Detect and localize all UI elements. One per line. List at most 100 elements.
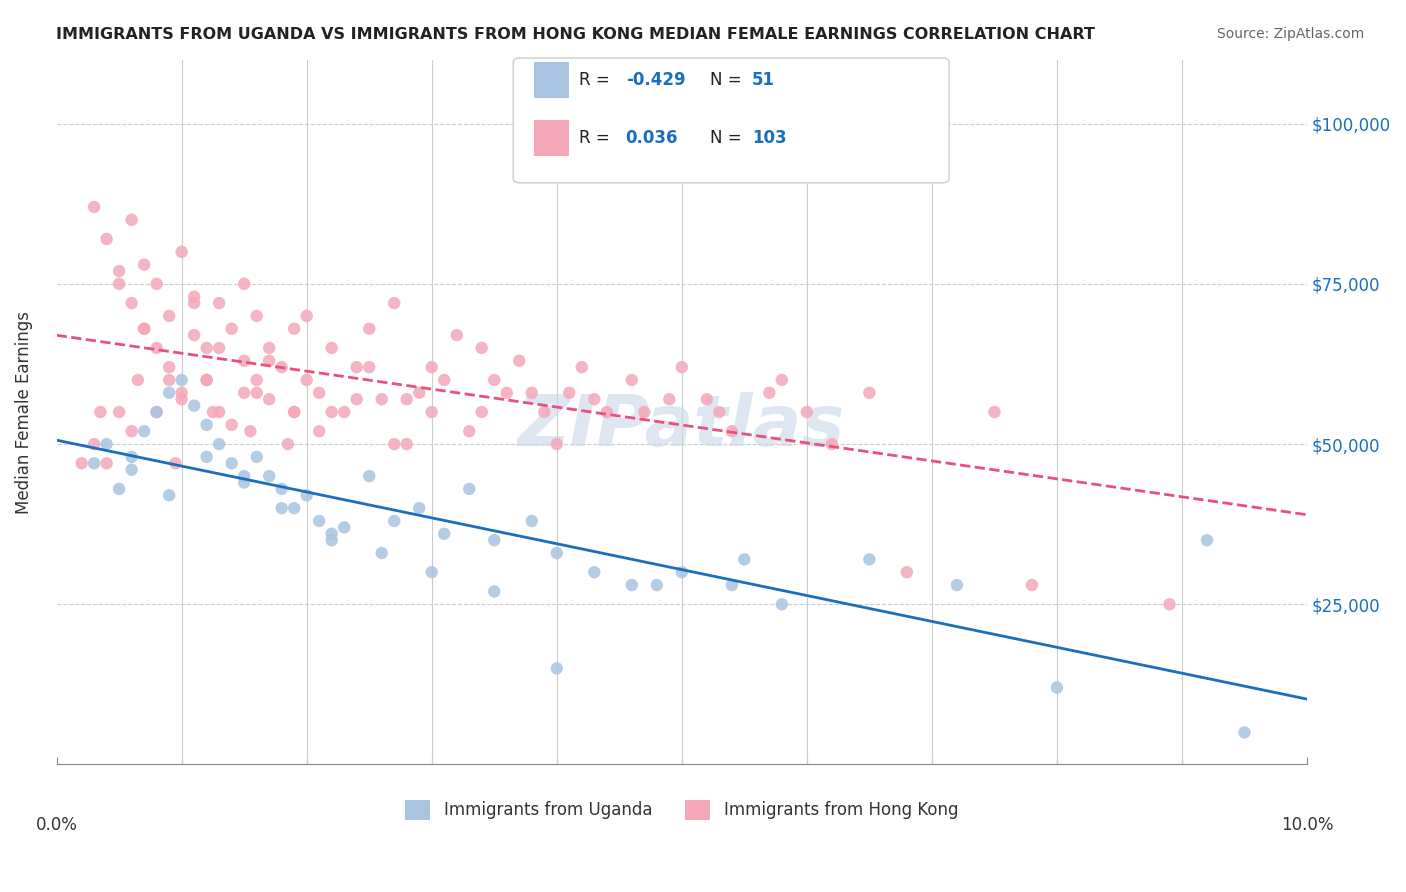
Point bbox=[721, 578, 744, 592]
Point bbox=[89, 405, 111, 419]
Text: R =: R = bbox=[579, 129, 616, 147]
Point bbox=[533, 405, 555, 419]
Point bbox=[283, 405, 305, 419]
Text: Source: ZipAtlas.com: Source: ZipAtlas.com bbox=[1216, 27, 1364, 41]
Point bbox=[620, 373, 643, 387]
Point bbox=[709, 405, 731, 419]
Point bbox=[583, 565, 606, 579]
Point bbox=[195, 373, 218, 387]
Point bbox=[520, 385, 543, 400]
Point bbox=[983, 405, 1005, 419]
Point bbox=[134, 322, 156, 336]
Point bbox=[484, 533, 506, 548]
Point bbox=[145, 405, 167, 419]
Point bbox=[671, 565, 693, 579]
Point bbox=[96, 456, 118, 470]
Point bbox=[246, 450, 269, 464]
Y-axis label: Median Female Earnings: Median Female Earnings bbox=[15, 310, 32, 514]
Point bbox=[796, 405, 818, 419]
Point bbox=[233, 475, 256, 490]
Point bbox=[283, 322, 305, 336]
Point bbox=[508, 353, 530, 368]
Point bbox=[96, 232, 118, 246]
Point bbox=[108, 405, 131, 419]
Point bbox=[145, 341, 167, 355]
Point bbox=[671, 360, 693, 375]
Point bbox=[121, 424, 143, 438]
Point bbox=[346, 392, 368, 407]
Point bbox=[395, 392, 418, 407]
Point bbox=[134, 424, 156, 438]
Point bbox=[1046, 681, 1069, 695]
Text: ZIPatlas: ZIPatlas bbox=[519, 392, 845, 460]
Point bbox=[382, 437, 405, 451]
Point bbox=[257, 469, 280, 483]
Text: N =: N = bbox=[710, 129, 747, 147]
Point bbox=[359, 360, 381, 375]
Point bbox=[195, 450, 218, 464]
Point bbox=[83, 456, 105, 470]
Point bbox=[382, 514, 405, 528]
Point bbox=[308, 514, 330, 528]
Point bbox=[127, 373, 149, 387]
Point bbox=[233, 277, 256, 291]
Point bbox=[395, 437, 418, 451]
Point bbox=[108, 277, 131, 291]
Point bbox=[471, 341, 494, 355]
Text: N =: N = bbox=[710, 71, 747, 89]
Point bbox=[359, 469, 381, 483]
Point bbox=[145, 405, 167, 419]
Point bbox=[321, 533, 343, 548]
Point bbox=[283, 501, 305, 516]
Point bbox=[121, 450, 143, 464]
Point bbox=[308, 424, 330, 438]
Point bbox=[70, 456, 93, 470]
Point bbox=[484, 584, 506, 599]
Point bbox=[458, 424, 481, 438]
Point bbox=[121, 296, 143, 310]
Point bbox=[157, 373, 180, 387]
Text: IMMIGRANTS FROM UGANDA VS IMMIGRANTS FROM HONG KONG MEDIAN FEMALE EARNINGS CORRE: IMMIGRANTS FROM UGANDA VS IMMIGRANTS FRO… bbox=[56, 27, 1095, 42]
Point bbox=[571, 360, 593, 375]
Legend: Immigrants from Uganda, Immigrants from Hong Kong: Immigrants from Uganda, Immigrants from … bbox=[399, 793, 965, 827]
Point bbox=[208, 405, 231, 419]
Point bbox=[308, 385, 330, 400]
Point bbox=[346, 360, 368, 375]
Point bbox=[596, 405, 619, 419]
Point bbox=[321, 405, 343, 419]
Point bbox=[257, 353, 280, 368]
Point bbox=[239, 424, 262, 438]
Point bbox=[208, 341, 231, 355]
Point bbox=[333, 405, 356, 419]
Point bbox=[821, 437, 844, 451]
Point bbox=[183, 399, 205, 413]
Text: 0.036: 0.036 bbox=[626, 129, 678, 147]
Point bbox=[270, 482, 292, 496]
Point bbox=[221, 417, 243, 432]
Point bbox=[295, 488, 318, 502]
Point bbox=[359, 322, 381, 336]
Point bbox=[495, 385, 517, 400]
Point bbox=[1159, 597, 1181, 611]
Point bbox=[446, 328, 468, 343]
Point bbox=[1233, 725, 1256, 739]
Point bbox=[896, 565, 918, 579]
Point bbox=[170, 385, 193, 400]
Text: R =: R = bbox=[579, 71, 616, 89]
Point bbox=[270, 360, 292, 375]
Point bbox=[233, 469, 256, 483]
Point bbox=[658, 392, 681, 407]
Point bbox=[408, 385, 430, 400]
Point bbox=[233, 385, 256, 400]
Point bbox=[195, 417, 218, 432]
Point bbox=[165, 456, 187, 470]
Point bbox=[270, 501, 292, 516]
Point bbox=[458, 482, 481, 496]
Point bbox=[108, 264, 131, 278]
Point bbox=[221, 456, 243, 470]
Point bbox=[221, 322, 243, 336]
Point bbox=[770, 373, 793, 387]
Text: 10.0%: 10.0% bbox=[1281, 815, 1333, 834]
Point bbox=[157, 309, 180, 323]
Point bbox=[333, 520, 356, 534]
